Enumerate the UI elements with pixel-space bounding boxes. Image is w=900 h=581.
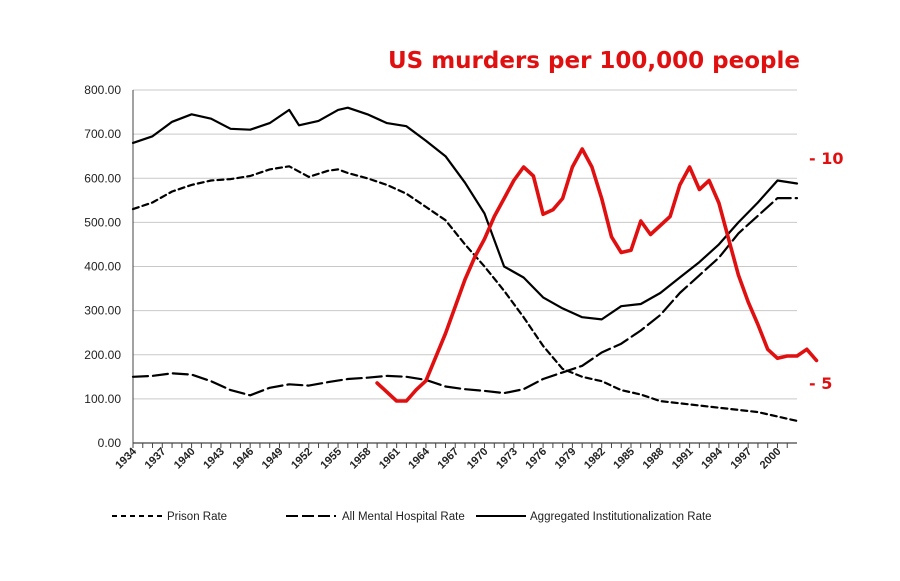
y-tick-label: 500.00	[84, 215, 121, 229]
x-tick-label: 1943	[201, 446, 227, 472]
x-tick-label: 1997	[728, 446, 754, 472]
legend-label: Prison Rate	[167, 511, 227, 523]
y-tick-label: 100.00	[84, 392, 121, 406]
y-tick-label: 0.00	[98, 436, 122, 450]
x-tick-label: 1940	[172, 446, 198, 472]
series-line-prison-rate	[131, 165, 799, 422]
series-line-us-murders-per-100-000-people	[375, 147, 819, 403]
y-tick-label: 700.00	[84, 127, 121, 141]
x-tick-label: 1964	[406, 445, 432, 471]
x-tick-label: 1994	[699, 445, 725, 471]
x-tick-label: 1976	[523, 446, 549, 472]
x-tick-label: 1985	[611, 446, 637, 472]
legend: Prison Rate All Mental Hospital Rate Aggre…	[112, 511, 712, 523]
series-line-aggregated-institutionalization-rate	[131, 106, 799, 321]
x-tick-label: 1958	[348, 446, 374, 472]
x-tick-label: 1955	[318, 446, 344, 472]
right-tick-label: - 5	[809, 374, 832, 393]
x-tick-label: 1949	[260, 446, 286, 472]
left-axis-ticks: 0.00 100.00 200.00 300.00 400.00 500.00 600.00…	[84, 83, 121, 450]
x-tick-label: 1937	[143, 446, 169, 472]
chart-title: US murders per 100,000 people	[388, 48, 800, 74]
y-tick-label: 400.00	[84, 260, 121, 274]
y-tick-label: 300.00	[84, 304, 121, 318]
x-tick-label: 1970	[465, 446, 491, 472]
x-tick-label: 1973	[494, 446, 520, 472]
x-tick-label: 1982	[582, 446, 608, 472]
x-axis-ticks: 1934 1937 1940 1943 1946 1949 1952 1955 1958 1961…	[113, 443, 788, 472]
grid	[132, 89, 797, 444]
series-lines	[131, 106, 819, 422]
x-tick-label: 2000	[758, 446, 784, 472]
right-axis-ticks: - 5 - 10	[809, 149, 843, 393]
legend-label: Aggregated Institutionalization Rate	[530, 511, 712, 523]
legend-label: All Mental Hospital Rate	[342, 511, 465, 523]
y-tick-label: 600.00	[84, 171, 121, 185]
y-tick-label: 200.00	[84, 348, 121, 362]
x-tick-label: 1952	[289, 446, 315, 472]
x-tick-label: 1979	[553, 446, 579, 472]
y-tick-label: 800.00	[84, 83, 121, 97]
right-tick-label: - 10	[809, 149, 843, 168]
series-line-all-mental-hospital-rate	[131, 197, 799, 397]
x-tick-label: 1988	[641, 446, 667, 472]
x-tick-label: 1991	[670, 446, 696, 472]
x-tick-label: 1946	[230, 446, 256, 472]
x-tick-label: 1967	[436, 446, 462, 472]
x-tick-label: 1961	[377, 446, 403, 472]
